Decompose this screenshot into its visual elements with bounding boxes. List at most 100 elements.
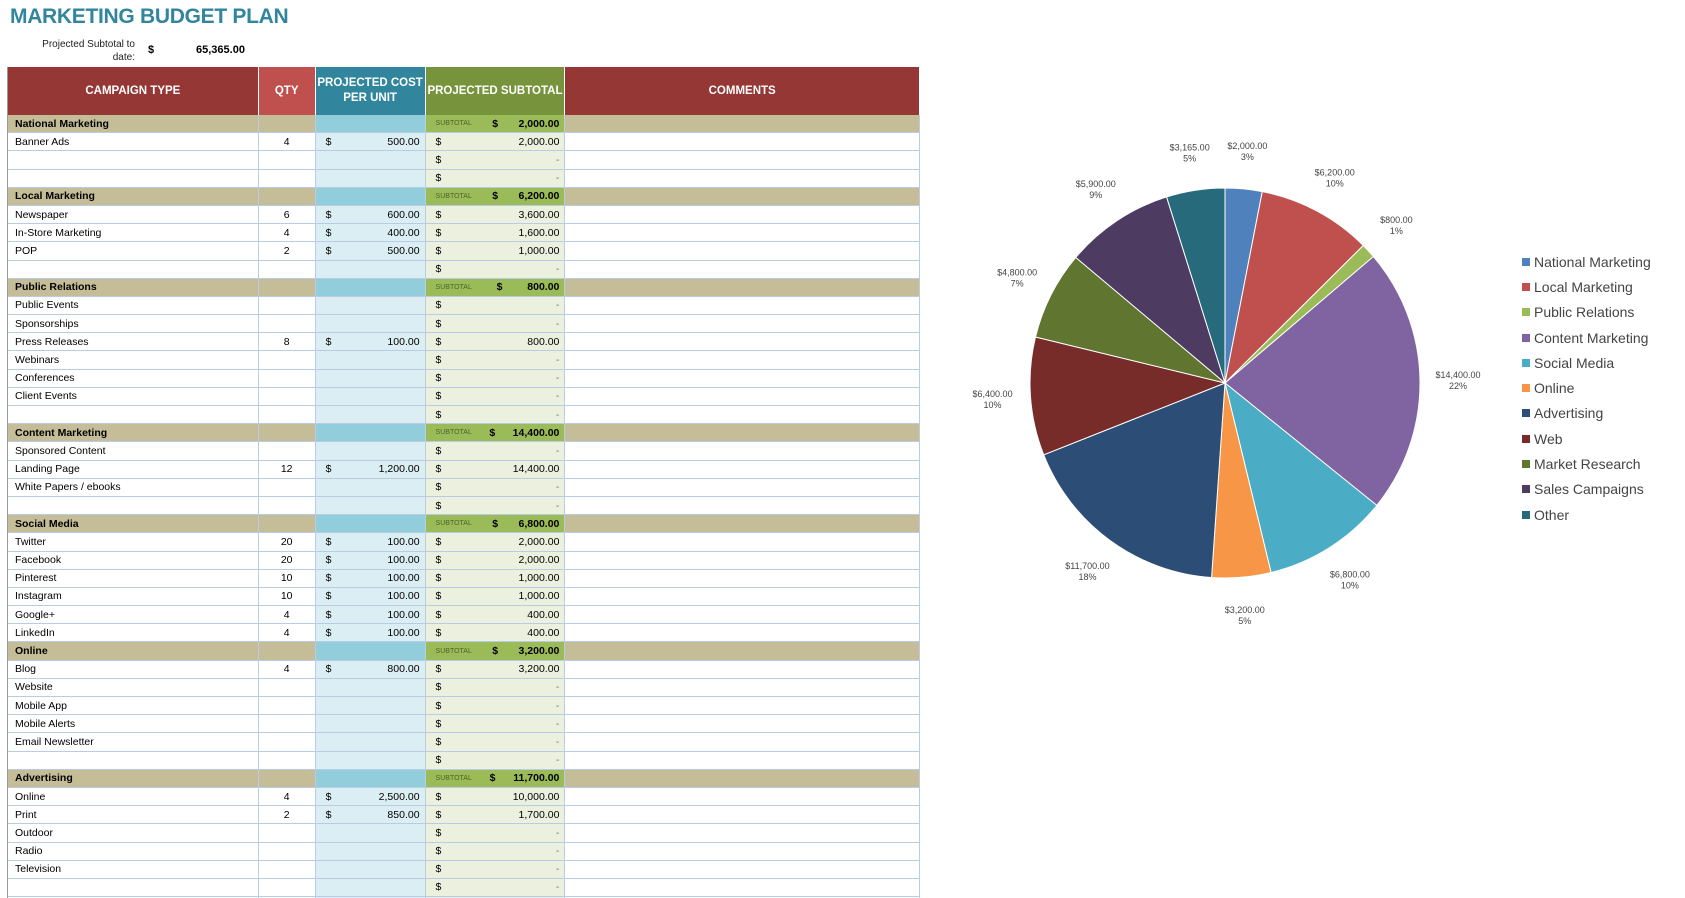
cost-cell[interactable] <box>315 824 426 842</box>
campaign-name-cell[interactable] <box>8 151 259 169</box>
comments-cell[interactable] <box>565 624 920 642</box>
campaign-name-cell[interactable]: Online <box>8 642 259 660</box>
qty-cell[interactable]: 2 <box>259 242 316 260</box>
campaign-name-cell[interactable]: Website <box>8 678 259 696</box>
qty-cell[interactable]: 20 <box>259 551 316 569</box>
comments-cell[interactable] <box>565 278 920 296</box>
qty-cell[interactable] <box>259 369 316 387</box>
pie-slice-content-marketing[interactable] <box>1224 255 1421 507</box>
cost-cell[interactable]: $100.00 <box>315 533 426 551</box>
subtotal-cell[interactable]: $- <box>425 296 566 315</box>
comments-cell[interactable] <box>565 205 920 224</box>
subtotal-cell[interactable]: $- <box>425 878 566 897</box>
campaign-name-cell[interactable]: Public Events <box>8 296 259 315</box>
subtotal-cell[interactable]: $- <box>425 751 566 769</box>
pie-slice-web[interactable] <box>1029 336 1227 456</box>
subtotal-cell[interactable]: $- <box>425 678 566 696</box>
campaign-name-cell[interactable] <box>8 751 259 769</box>
qty-cell[interactable] <box>259 442 316 460</box>
qty-cell[interactable] <box>259 478 316 496</box>
campaign-name-cell[interactable]: Outdoor <box>8 824 259 842</box>
subtotal-cell[interactable]: $400.00 <box>425 606 566 624</box>
subtotal-cell[interactable]: $10,000.00 <box>425 787 566 806</box>
comments-cell[interactable] <box>565 715 920 733</box>
cost-cell[interactable] <box>315 115 426 133</box>
campaign-name-cell[interactable] <box>8 169 259 187</box>
comments-cell[interactable] <box>565 187 920 205</box>
subtotal-cell[interactable]: $- <box>425 169 566 187</box>
campaign-name-cell[interactable]: Mobile App <box>8 697 259 715</box>
subtotal-cell[interactable]: $2,000.00 <box>425 551 566 569</box>
pie-slice-social-media[interactable] <box>1224 381 1378 574</box>
cost-cell[interactable]: $850.00 <box>315 806 426 824</box>
cost-cell[interactable]: $100.00 <box>315 606 426 624</box>
comments-cell[interactable] <box>565 460 920 478</box>
campaign-name-cell[interactable]: Twitter <box>8 533 259 551</box>
subtotal-cell[interactable]: SUBTOTAL $6,800.00 <box>425 515 566 533</box>
cost-cell[interactable]: $2,500.00 <box>315 787 426 806</box>
cost-cell[interactable]: $400.00 <box>315 224 426 242</box>
cost-cell[interactable] <box>315 751 426 769</box>
subtotal-cell[interactable]: $2,000.00 <box>425 533 566 551</box>
comments-cell[interactable] <box>565 733 920 751</box>
cost-cell[interactable]: $100.00 <box>315 587 426 606</box>
qty-cell[interactable] <box>259 406 316 424</box>
qty-cell[interactable]: 10 <box>259 587 316 606</box>
cost-cell[interactable] <box>315 515 426 533</box>
comments-cell[interactable] <box>565 296 920 315</box>
cost-cell[interactable]: $100.00 <box>315 333 426 351</box>
campaign-name-cell[interactable]: Sponsorships <box>8 315 259 333</box>
subtotal-cell[interactable]: $- <box>425 715 566 733</box>
comments-cell[interactable] <box>565 587 920 606</box>
qty-cell[interactable]: 4 <box>259 624 316 642</box>
cost-cell[interactable] <box>315 715 426 733</box>
qty-cell[interactable] <box>259 496 316 515</box>
comments-cell[interactable] <box>565 496 920 515</box>
subtotal-cell[interactable]: $400.00 <box>425 624 566 642</box>
comments-cell[interactable] <box>565 878 920 897</box>
pie-slice-sales-campaigns[interactable] <box>1075 196 1226 385</box>
subtotal-cell[interactable]: $2,000.00 <box>425 133 566 151</box>
campaign-name-cell[interactable] <box>8 878 259 897</box>
subtotal-cell[interactable]: $- <box>425 315 566 333</box>
campaign-name-cell[interactable]: Client Events <box>8 387 259 405</box>
header-campaign-type[interactable]: CAMPAIGN TYPE <box>8 67 259 115</box>
qty-cell[interactable] <box>259 715 316 733</box>
qty-cell[interactable]: 6 <box>259 205 316 224</box>
campaign-name-cell[interactable]: Advertising <box>8 769 259 787</box>
qty-cell[interactable] <box>259 151 316 169</box>
campaign-name-cell[interactable]: Facebook <box>8 551 259 569</box>
campaign-name-cell[interactable]: White Papers / ebooks <box>8 478 259 496</box>
cost-cell[interactable] <box>315 697 426 715</box>
qty-cell[interactable]: 4 <box>259 787 316 806</box>
subtotal-cell[interactable]: $- <box>425 478 566 496</box>
subtotal-cell[interactable]: SUBTOTAL $800.00 <box>425 278 566 296</box>
cost-cell[interactable] <box>315 151 426 169</box>
cost-cell[interactable] <box>315 387 426 405</box>
campaign-name-cell[interactable]: Sponsored Content <box>8 442 259 460</box>
cost-cell[interactable]: $1,200.00 <box>315 460 426 478</box>
subtotal-cell[interactable]: $- <box>425 406 566 424</box>
qty-cell[interactable] <box>259 860 316 878</box>
qty-cell[interactable] <box>259 260 316 278</box>
campaign-name-cell[interactable]: Pinterest <box>8 569 259 587</box>
campaign-name-cell[interactable]: LinkedIn <box>8 624 259 642</box>
qty-cell[interactable]: 2 <box>259 806 316 824</box>
comments-cell[interactable] <box>565 224 920 242</box>
subtotal-cell[interactable]: $- <box>425 842 566 860</box>
cost-cell[interactable] <box>315 860 426 878</box>
campaign-name-cell[interactable]: Radio <box>8 842 259 860</box>
campaign-name-cell[interactable] <box>8 260 259 278</box>
subtotal-cell[interactable]: $- <box>425 442 566 460</box>
cost-cell[interactable] <box>315 278 426 296</box>
cost-cell[interactable] <box>315 842 426 860</box>
subtotal-cell[interactable]: $- <box>425 151 566 169</box>
cost-cell[interactable]: $100.00 <box>315 551 426 569</box>
cost-cell[interactable] <box>315 369 426 387</box>
subtotal-cell[interactable]: $1,600.00 <box>425 224 566 242</box>
campaign-name-cell[interactable]: Blog <box>8 660 259 678</box>
subtotal-cell[interactable]: $- <box>425 351 566 369</box>
campaign-name-cell[interactable]: In-Store Marketing <box>8 224 259 242</box>
cost-cell[interactable]: $500.00 <box>315 242 426 260</box>
comments-cell[interactable] <box>565 387 920 405</box>
